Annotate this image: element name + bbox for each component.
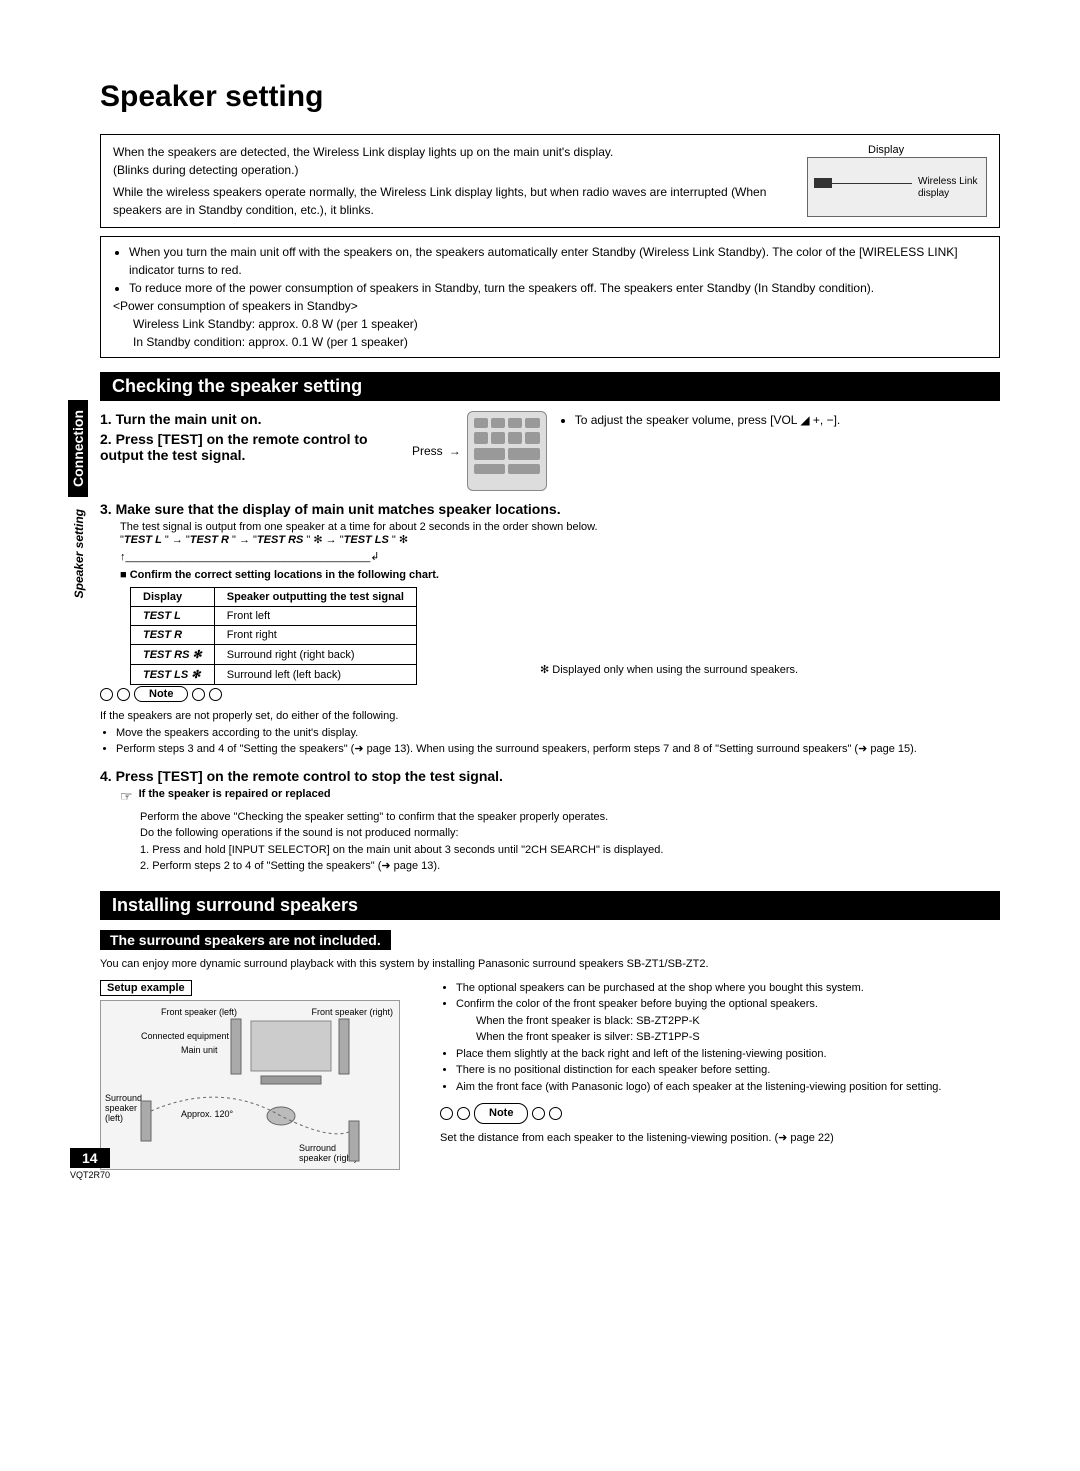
decorative-circle	[117, 688, 130, 701]
standby-bullet: To reduce more of the power consumption …	[129, 279, 987, 297]
press-label: Press	[412, 444, 443, 458]
step-4: 4. Press [TEST] on the remote control to…	[100, 768, 1000, 784]
power-consumption-line: In Standby condition: approx. 0.1 W (per…	[113, 333, 987, 351]
surround-not-included: The surround speakers are not included.	[100, 930, 391, 950]
surround-intro: You can enjoy more dynamic surround play…	[100, 958, 1000, 970]
section-installing: Installing surround speakers	[100, 891, 1000, 920]
power-consumption-line: Wireless Link Standby: approx. 0.8 W (pe…	[113, 315, 987, 333]
wireless-indicator	[814, 178, 832, 188]
table-header: Speaker outputting the test signal	[214, 588, 416, 607]
standby-bullet: When you turn the main unit off with the…	[129, 243, 987, 279]
test-signal-path: "TEST L " → "TEST R " → "TEST RS " ✻ → "…	[120, 533, 1000, 546]
doc-code: VQT2R70	[70, 1170, 110, 1180]
info-line: (Blinks during detecting operation.)	[113, 161, 795, 179]
setup-note-text: Set the distance from each speaker to th…	[440, 1130, 1000, 1147]
table-row: TEST LFront left	[131, 607, 417, 626]
step-3: 3. Make sure that the display of main un…	[100, 501, 1000, 517]
table-row: TEST RS ✻Surround right (right back)	[131, 645, 417, 665]
arrow-icon: →	[449, 444, 461, 458]
note-badge-row: Note	[100, 686, 1000, 702]
page-title: Speaker setting	[100, 80, 1000, 114]
wireless-info-box: When the speakers are detected, the Wire…	[100, 134, 1000, 228]
page-number: 14	[70, 1148, 110, 1168]
surround-footnote: ✻ Displayed only when using the surround…	[540, 663, 1000, 676]
table-row: TEST LS ✻Surround left (left back)	[131, 665, 417, 685]
step-2: 2. Press [TEST] on the remote control to…	[100, 431, 400, 463]
side-tab-speaker: Speaker setting	[68, 503, 90, 604]
display-illustration: Display Wireless Link display	[807, 157, 987, 217]
repair-title: If the speaker is repaired or replaced	[139, 788, 331, 800]
repair-body: Perform the above "Checking the speaker …	[140, 809, 1000, 875]
info-line: When the speakers are detected, the Wire…	[113, 143, 795, 161]
indicator-line	[832, 183, 912, 184]
decorative-circle	[192, 688, 205, 701]
table-row: TEST RFront right	[131, 626, 417, 645]
info-line: While the wireless speakers operate norm…	[113, 183, 795, 219]
note-badge: Note	[474, 1103, 528, 1124]
wireless-info-text: When the speakers are detected, the Wire…	[113, 143, 795, 219]
setup-diagram: Front speaker (left) Front speaker (righ…	[100, 1000, 400, 1170]
setup-example-label: Setup example	[100, 980, 192, 996]
note-badge: Note	[134, 686, 188, 702]
side-tab-connection: Connection	[68, 400, 88, 497]
step-3-intro: The test signal is output from one speak…	[120, 521, 1000, 533]
hand-icon: ☞	[120, 788, 133, 805]
table-header: Display	[131, 588, 215, 607]
page-footer: 14 VQT2R70	[70, 1148, 110, 1180]
side-tab: Connection Speaker setting	[68, 400, 92, 670]
section-checking: Checking the speaker setting	[100, 372, 1000, 401]
note-body: If the speakers are not properly set, do…	[100, 708, 1000, 758]
wireless-link-label: Wireless Link display	[918, 176, 986, 200]
vol-adjust-note: To adjust the speaker volume, press [VOL…	[575, 413, 1000, 427]
decorative-circle	[100, 688, 113, 701]
signal-table: Display Speaker outputting the test sign…	[130, 587, 417, 685]
remote-illustration	[467, 411, 547, 491]
display-label: Display	[868, 144, 904, 156]
standby-info-box: When you turn the main unit off with the…	[100, 236, 1000, 358]
decorative-circle	[209, 688, 222, 701]
step-1: 1. Turn the main unit on.	[100, 411, 400, 427]
power-consumption-title: <Power consumption of speakers in Standb…	[113, 297, 987, 315]
setup-right-text: The optional speakers can be purchased a…	[440, 980, 1000, 1170]
confirm-chart-title: Confirm the correct setting locations in…	[120, 569, 1000, 581]
